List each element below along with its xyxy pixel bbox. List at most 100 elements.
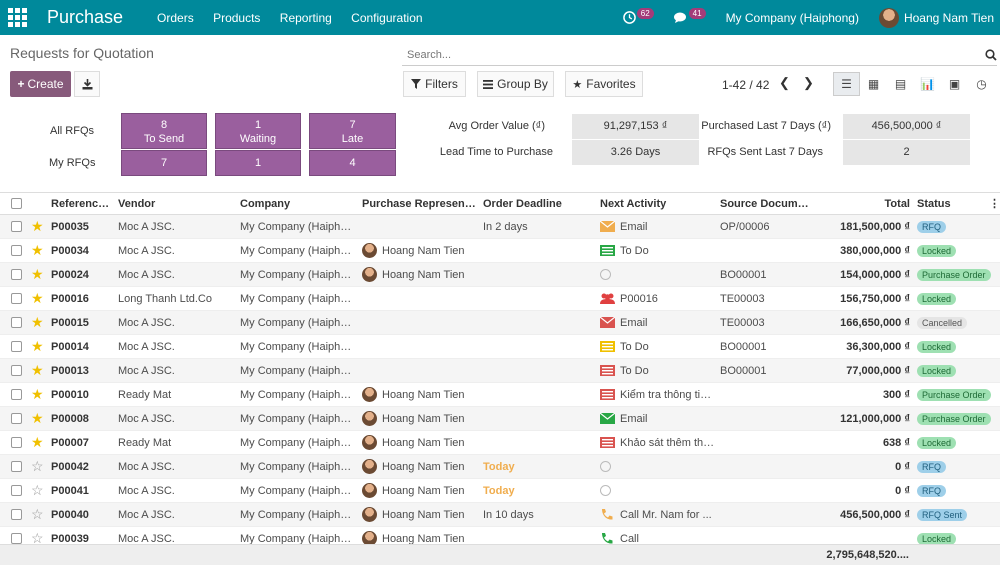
row-checkbox[interactable] [11, 485, 22, 496]
col-order-deadline[interactable]: Order Deadline [483, 197, 562, 210]
priority-star-icon[interactable]: ☆ [31, 530, 44, 544]
menu-configuration[interactable]: Configuration [351, 10, 423, 25]
pager-value[interactable]: 1-42 / 42 [722, 78, 770, 92]
priority-star-icon[interactable]: ★ [31, 410, 44, 426]
company-switcher[interactable]: My Company (Haiphong) [725, 10, 859, 25]
row-checkbox[interactable] [11, 269, 22, 280]
row-checkbox[interactable] [11, 365, 22, 376]
priority-star-icon[interactable]: ★ [31, 386, 44, 402]
create-button[interactable]: + Create [10, 71, 71, 97]
next-activity-cell[interactable] [600, 485, 715, 496]
priority-star-icon[interactable]: ★ [31, 290, 44, 306]
messaging-menu[interactable]: 41 [673, 8, 706, 24]
select-all-checkbox[interactable] [11, 198, 22, 209]
next-activity-cell[interactable]: Call [600, 533, 715, 544]
todo-icon[interactable] [600, 341, 615, 352]
row-checkbox[interactable] [11, 245, 22, 256]
table-row[interactable]: ★ P00034 Moc A JSC. My Company (Haiphong) Ho… [0, 239, 1000, 263]
tile-waiting-my[interactable]: 1 [215, 150, 301, 176]
next-activity-cell[interactable]: Email [600, 413, 715, 425]
graph-view-icon[interactable]: 📊 [920, 77, 935, 91]
col-company[interactable]: Company [240, 197, 291, 210]
clock-icon[interactable] [600, 485, 615, 496]
list-view-icon[interactable]: ☰ [833, 72, 860, 96]
next-activity-cell[interactable]: Kiểm tra thông tin... [600, 389, 715, 401]
clock-icon[interactable] [600, 269, 615, 280]
priority-star-icon[interactable]: ★ [31, 218, 44, 234]
table-row[interactable]: ★ P00014 Moc A JSC. My Company (Haiphong) To… [0, 335, 1000, 359]
menu-products[interactable]: Products [213, 10, 261, 25]
table-row[interactable]: ★ P00010 Ready Mat My Company (Haiphong) Hoa… [0, 383, 1000, 407]
priority-star-icon[interactable]: ★ [31, 266, 44, 282]
priority-star-icon[interactable]: ★ [31, 362, 44, 378]
next-activity-cell[interactable]: To Do [600, 245, 715, 257]
email-icon[interactable] [600, 316, 616, 328]
table-row[interactable]: ☆ P00042 Moc A JSC. My Company (Haiphong) Ho… [0, 455, 1000, 479]
next-activity-cell[interactable]: Call Mr. Nam for ... [600, 509, 715, 521]
table-row[interactable]: ★ P00035 Moc A JSC. My Company (Haiphong) In… [0, 215, 1000, 239]
phone-icon[interactable] [600, 533, 615, 544]
col-source-document[interactable]: Source Document [720, 197, 810, 210]
next-activity-cell[interactable]: Email [600, 317, 715, 329]
filters-button[interactable]: Filters [403, 71, 466, 97]
menu-orders[interactable]: Orders [157, 10, 194, 25]
next-activity-cell[interactable] [600, 461, 715, 472]
table-row[interactable]: ★ P00015 Moc A JSC. My Company (Haiphong) Em… [0, 311, 1000, 335]
table-row[interactable]: ☆ P00039 Moc A JSC. My Company (Haiphong) Ho… [0, 527, 1000, 544]
next-activity-cell[interactable]: Khảo sát thêm thông tin [600, 437, 715, 449]
users-icon[interactable] [600, 293, 615, 304]
table-row[interactable]: ☆ P00041 Moc A JSC. My Company (Haiphong) Ho… [0, 479, 1000, 503]
next-activity-cell[interactable] [600, 269, 715, 280]
search-input[interactable]: Search... [402, 45, 997, 66]
todo-icon[interactable] [600, 437, 615, 448]
favorites-button[interactable]: ★ Favorites [565, 71, 643, 97]
table-row[interactable]: ★ P00007 Ready Mat My Company (Haiphong) Hoa… [0, 431, 1000, 455]
priority-star-icon[interactable]: ☆ [31, 458, 44, 474]
priority-star-icon[interactable]: ★ [31, 338, 44, 354]
user-menu[interactable]: Hoang Nam Tien [878, 7, 994, 28]
email-icon[interactable] [600, 220, 616, 232]
tile-to-send-my[interactable]: 7 [121, 150, 207, 176]
activity-view-icon[interactable]: ◷ [976, 77, 987, 91]
col-next-activity[interactable]: Next Activity [600, 197, 667, 210]
table-row[interactable]: ★ P00016 Long Thanh Ltd.Co My Company (Haip… [0, 287, 1000, 311]
row-checkbox[interactable] [11, 461, 22, 472]
row-checkbox[interactable] [11, 317, 22, 328]
next-activity-cell[interactable]: To Do [600, 365, 715, 377]
row-checkbox[interactable] [11, 533, 22, 544]
todo-icon[interactable] [600, 245, 615, 256]
row-checkbox[interactable] [11, 221, 22, 232]
search-icon[interactable] [985, 49, 997, 61]
column-options-icon[interactable]: ⋮ [989, 198, 1000, 210]
priority-star-icon[interactable]: ★ [31, 314, 44, 330]
priority-star-icon[interactable]: ★ [31, 242, 44, 258]
col-reference[interactable]: Reference... [51, 197, 113, 210]
app-name[interactable]: Purchase [47, 7, 124, 27]
table-row[interactable]: ★ P00008 Moc A JSC. My Company (Haiphong) Ho… [0, 407, 1000, 431]
priority-star-icon[interactable]: ☆ [31, 506, 44, 522]
pager-previous-icon[interactable]: ❮ [779, 75, 790, 90]
email-icon[interactable] [600, 412, 616, 424]
tile-late-my[interactable]: 4 [309, 150, 396, 176]
row-checkbox[interactable] [11, 413, 22, 424]
menu-reporting[interactable]: Reporting [279, 10, 332, 25]
col-total[interactable]: Total [884, 197, 910, 210]
next-activity-cell[interactable]: P00016 [600, 293, 715, 305]
group-by-button[interactable]: Group By [477, 71, 554, 97]
activity-menu[interactable]: 62 [622, 8, 654, 24]
row-checkbox[interactable] [11, 389, 22, 400]
table-row[interactable]: ★ P00013 Moc A JSC. My Company (Haiphong) To… [0, 359, 1000, 383]
tile-late-all[interactable]: 7 Late [309, 113, 396, 149]
todo-icon[interactable] [600, 365, 615, 376]
phone-icon[interactable] [600, 509, 615, 520]
tile-to-send-all[interactable]: 8 To Send [121, 113, 207, 149]
kanban-view-icon[interactable]: ▦ [867, 77, 880, 91]
row-checkbox[interactable] [11, 437, 22, 448]
pager-next-icon[interactable]: ❯ [803, 75, 814, 90]
col-status[interactable]: Status [917, 197, 951, 210]
row-checkbox[interactable] [11, 293, 22, 304]
calendar-view-icon[interactable]: ▣ [948, 77, 961, 91]
clock-icon[interactable] [600, 461, 615, 472]
col-vendor[interactable]: Vendor [118, 197, 156, 210]
tile-waiting-all[interactable]: 1 Waiting [215, 113, 301, 149]
